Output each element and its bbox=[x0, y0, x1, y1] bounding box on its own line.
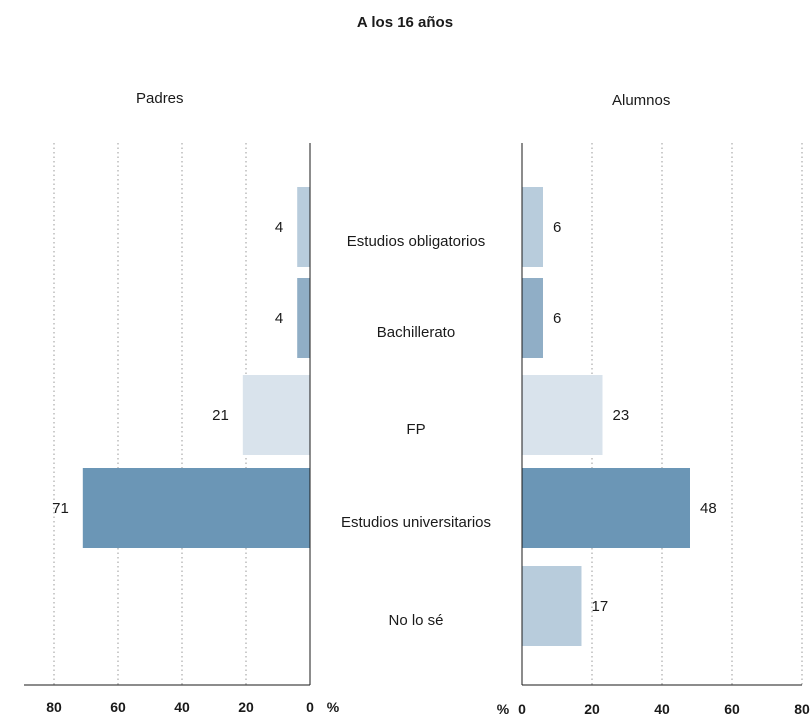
chart-title: A los 16 años bbox=[356, 14, 454, 31]
value-label-alumnos: 17 bbox=[592, 598, 609, 615]
value-label-alumnos: 48 bbox=[700, 500, 717, 517]
bar-alumnos bbox=[522, 566, 582, 646]
tick-label-left: 40 bbox=[174, 699, 190, 715]
tick-label-right: 0 bbox=[518, 701, 526, 717]
unit-label-right: % bbox=[497, 701, 510, 717]
category-label: Bachillerato bbox=[377, 324, 455, 341]
category-label: Estudios universitarios bbox=[341, 514, 491, 531]
bar-alumnos bbox=[522, 468, 690, 548]
tick-label-right: 20 bbox=[584, 701, 600, 717]
tick-label-left: 80 bbox=[46, 699, 62, 715]
bar-padres bbox=[297, 187, 310, 267]
value-label-padres: 21 bbox=[212, 407, 229, 424]
tick-label-left: 60 bbox=[110, 699, 126, 715]
tick-label-right: 80 bbox=[794, 701, 810, 717]
value-label-padres: 4 bbox=[275, 310, 283, 327]
bar-alumnos bbox=[522, 187, 543, 267]
panel-title-padres: Padres bbox=[136, 90, 184, 107]
value-label-alumnos: 6 bbox=[553, 219, 561, 236]
bar-padres bbox=[297, 278, 310, 358]
bar-padres bbox=[242, 375, 310, 455]
tick-label-right: 60 bbox=[724, 701, 740, 717]
bar-padres bbox=[82, 468, 310, 548]
bar-alumnos bbox=[522, 375, 603, 455]
value-label-padres: 71 bbox=[52, 500, 69, 517]
value-label-alumnos: 23 bbox=[613, 407, 630, 424]
tick-label-left: 0 bbox=[306, 699, 314, 715]
unit-label-left: % bbox=[327, 699, 340, 715]
category-label: FP bbox=[406, 421, 425, 438]
panel-title-alumnos: Alumnos bbox=[612, 92, 671, 109]
bar-alumnos bbox=[522, 278, 543, 358]
value-label-padres: 4 bbox=[275, 219, 283, 236]
category-label: Estudios obligatorios bbox=[347, 233, 485, 250]
tick-label-right: 40 bbox=[654, 701, 670, 717]
tick-label-left: 20 bbox=[238, 699, 254, 715]
value-label-alumnos: 6 bbox=[553, 310, 561, 327]
category-label: No lo sé bbox=[388, 612, 443, 629]
